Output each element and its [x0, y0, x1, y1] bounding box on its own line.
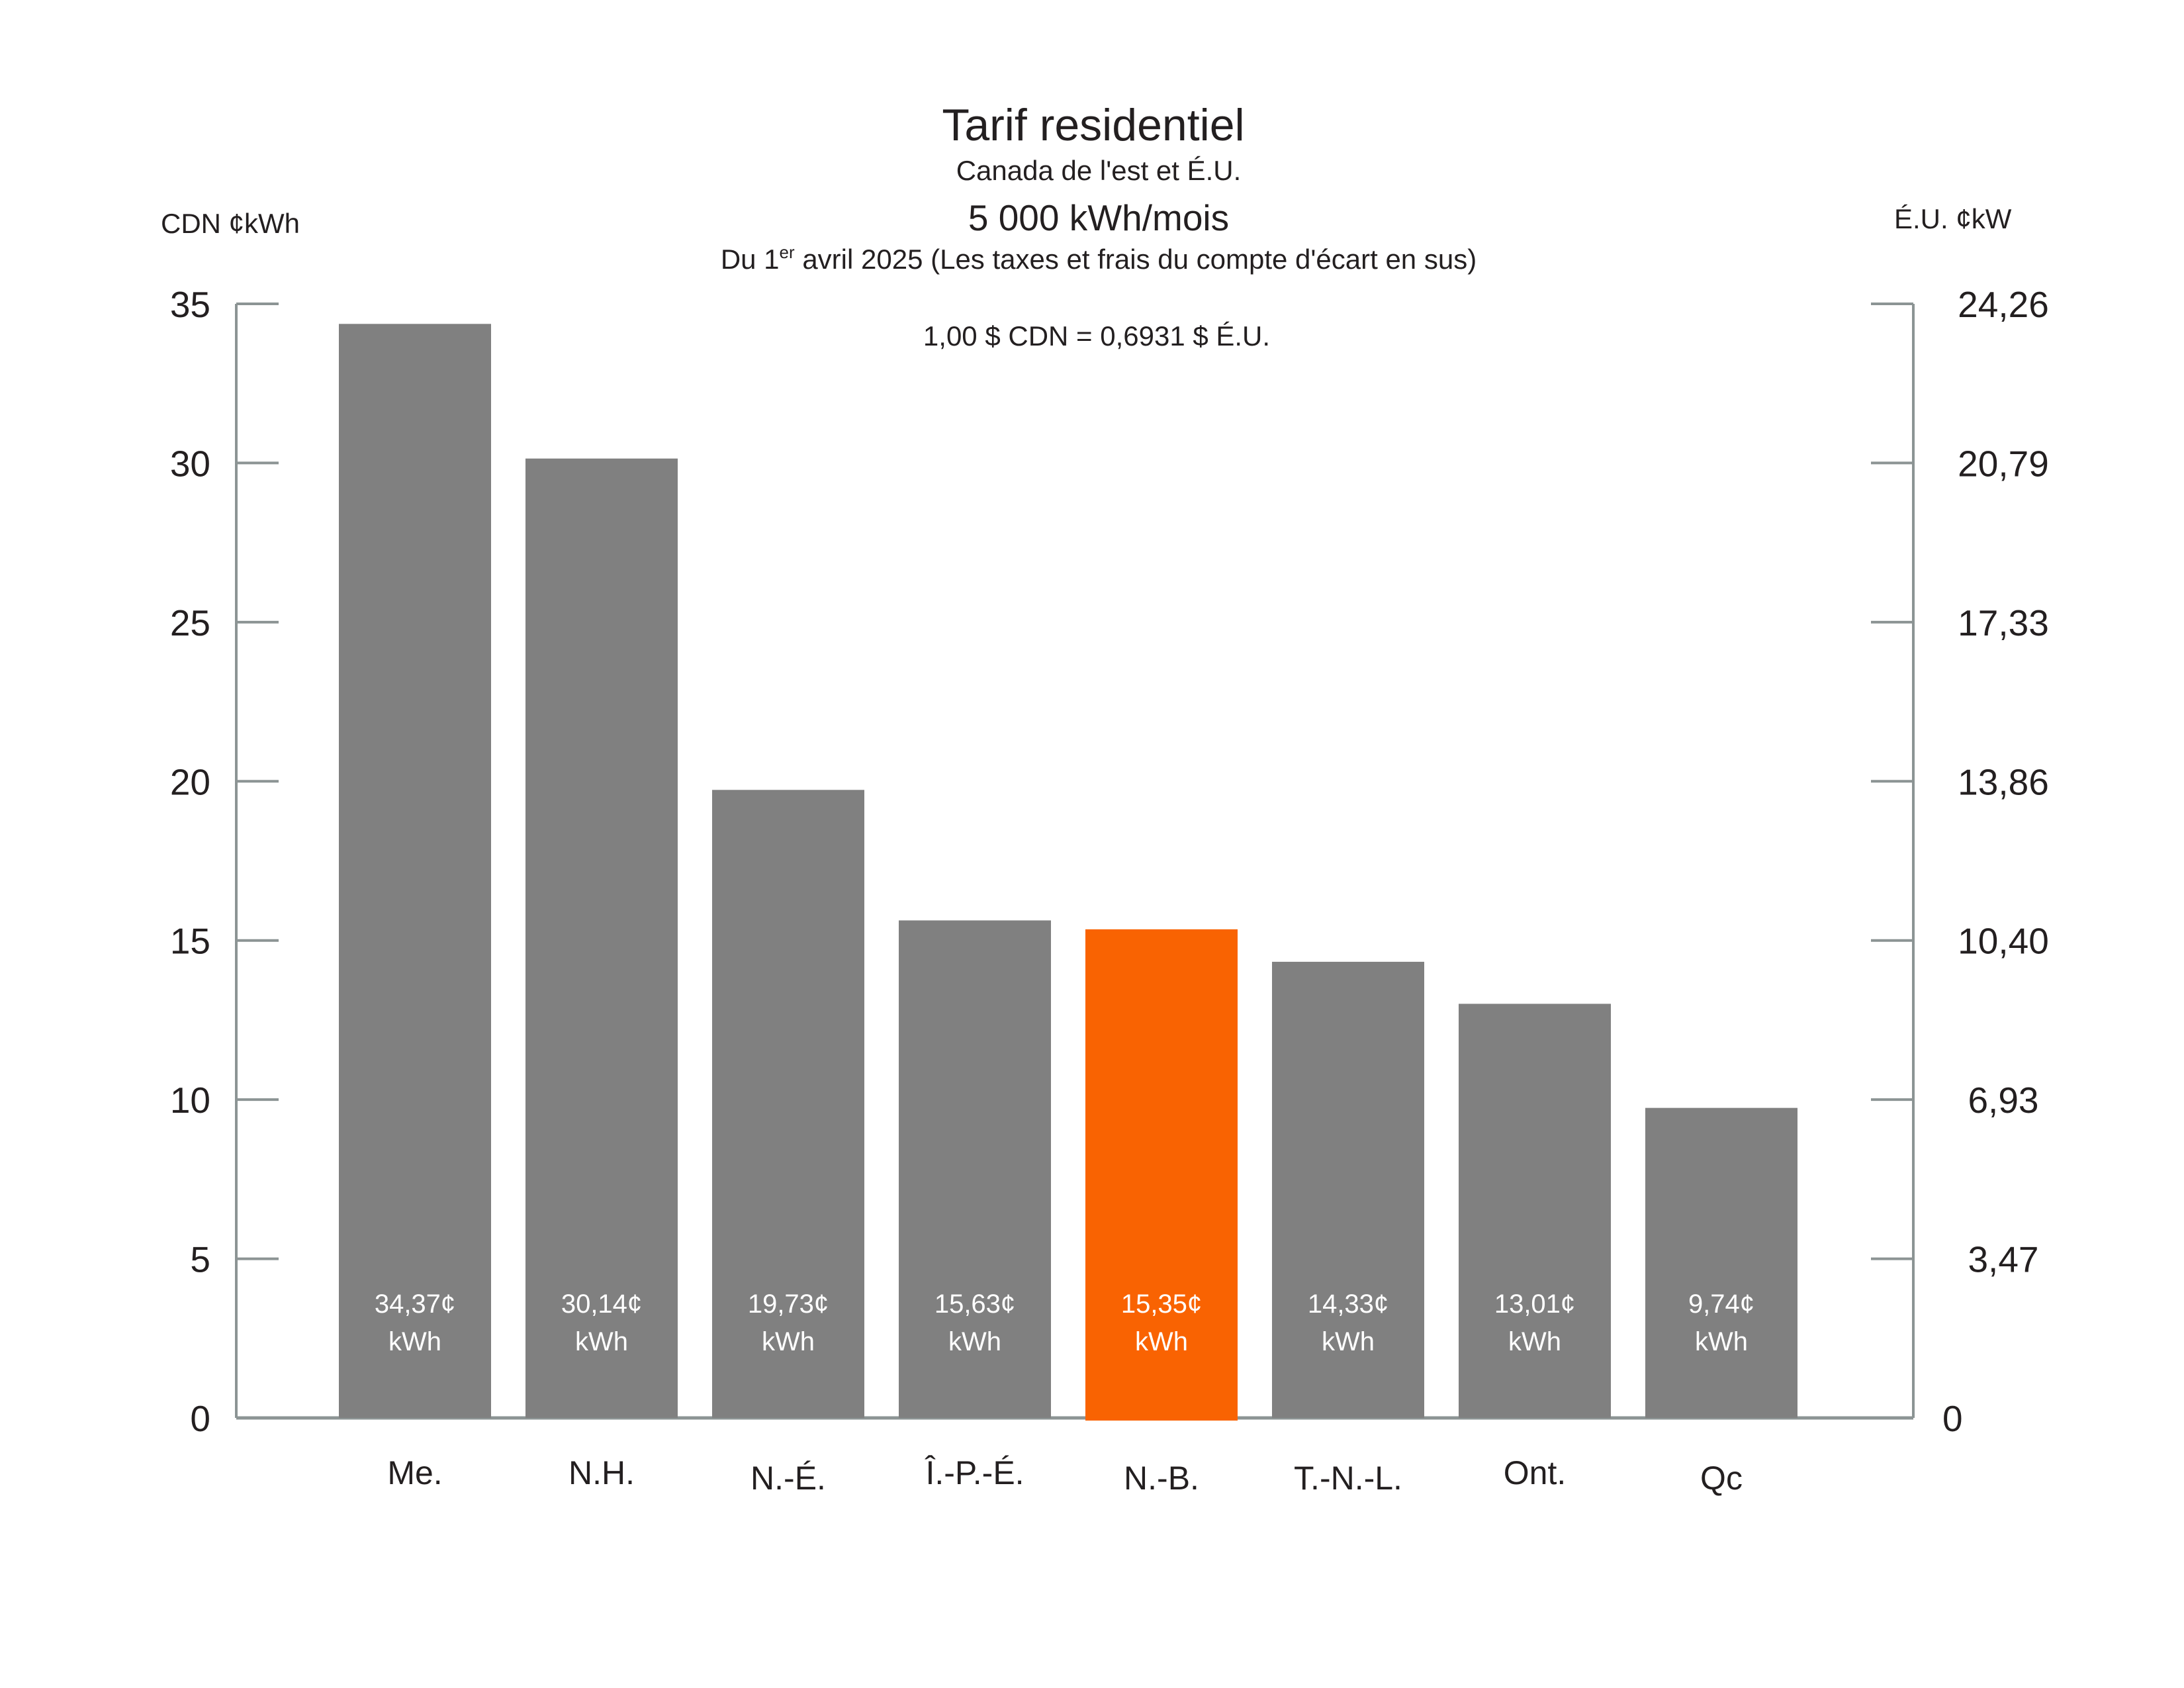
- data-label-unit: kWh: [1322, 1327, 1375, 1356]
- date-note-sup: er: [780, 242, 795, 262]
- bar-5: [1272, 961, 1424, 1418]
- y-tick-label-right: 24,26: [1958, 284, 2049, 325]
- bar-3: [899, 920, 1051, 1418]
- x-category-label: Î.-P.-É.: [924, 1454, 1024, 1491]
- data-label-unit: kWh: [1135, 1327, 1188, 1356]
- x-category-label: Ont.: [1504, 1454, 1566, 1491]
- y-axis-left-label: CDN ¢kWh: [161, 208, 300, 239]
- y-tick-label-left: 35: [170, 284, 210, 325]
- chart-subtitle: Canada de l'est et É.U.: [956, 155, 1242, 186]
- data-label: 15,63¢: [934, 1289, 1015, 1319]
- y-tick-label-left: 5: [190, 1239, 210, 1280]
- data-label-unit: kWh: [762, 1327, 815, 1356]
- data-label: 9,74¢: [1688, 1289, 1754, 1319]
- y-tick-label-left: 15: [170, 921, 210, 962]
- y-tick-label-right: 10,40: [1958, 921, 2049, 962]
- y-tick-label-right: 13,86: [1958, 761, 2049, 802]
- bar-0: [339, 324, 491, 1419]
- data-label: 30,14¢: [561, 1289, 642, 1319]
- y-tick-label-right: 0: [1942, 1398, 1963, 1439]
- data-label: 15,35¢: [1121, 1289, 1202, 1319]
- y-axis-right-label: É.U. ¢kW: [1894, 203, 2012, 234]
- chart-subtitle-volume: 5 000 kWh/mois: [968, 197, 1229, 238]
- data-label: 13,01¢: [1494, 1289, 1575, 1319]
- x-category-label: Me.: [387, 1454, 442, 1491]
- exchange-rate-note: 1,00 $ CDN = 0,6931 $ É.U.: [923, 320, 1270, 352]
- date-note-suffix: avril 2025 (Les taxes et frais du compte…: [795, 244, 1477, 275]
- y-tick-label-left: 30: [170, 443, 210, 484]
- bar-1: [525, 458, 678, 1419]
- data-label: 19,73¢: [748, 1289, 829, 1319]
- y-tick-label-right: 3,47: [1968, 1239, 2038, 1280]
- date-note-prefix: Du 1: [721, 244, 780, 275]
- x-category-label: Qc: [1700, 1460, 1743, 1497]
- data-label: 14,33¢: [1308, 1289, 1388, 1319]
- data-label-unit: kWh: [1508, 1327, 1561, 1356]
- y-tick-label-right: 20,79: [1958, 443, 2049, 484]
- x-category-label: T.-N.-L.: [1294, 1460, 1402, 1497]
- y-tick-label-left: 0: [190, 1398, 210, 1439]
- data-label-unit: kWh: [1695, 1327, 1748, 1356]
- data-label: 34,37¢: [375, 1289, 455, 1319]
- data-label-unit: kWh: [575, 1327, 628, 1356]
- data-label-unit: kWh: [388, 1327, 441, 1356]
- x-category-label: N.-B.: [1124, 1460, 1199, 1497]
- y-tick-label-left: 20: [170, 761, 210, 802]
- y-tick-label-right: 17,33: [1958, 602, 2049, 643]
- bar-6: [1459, 1004, 1611, 1418]
- chart-title: Tarif residentiel: [942, 100, 1244, 150]
- bar-2: [712, 790, 864, 1418]
- bar-7: [1645, 1107, 1797, 1418]
- x-category-label: N.-É.: [751, 1460, 826, 1497]
- bar-4: [1085, 929, 1238, 1421]
- y-tick-label-left: 25: [170, 602, 210, 643]
- chart-date-note: Du 1er avril 2025 (Les taxes et frais du…: [721, 242, 1477, 275]
- x-category-label: N.H.: [569, 1454, 635, 1491]
- y-tick-label-left: 10: [170, 1080, 210, 1121]
- y-tick-label-right: 6,93: [1968, 1080, 2038, 1121]
- data-label-unit: kWh: [948, 1327, 1001, 1356]
